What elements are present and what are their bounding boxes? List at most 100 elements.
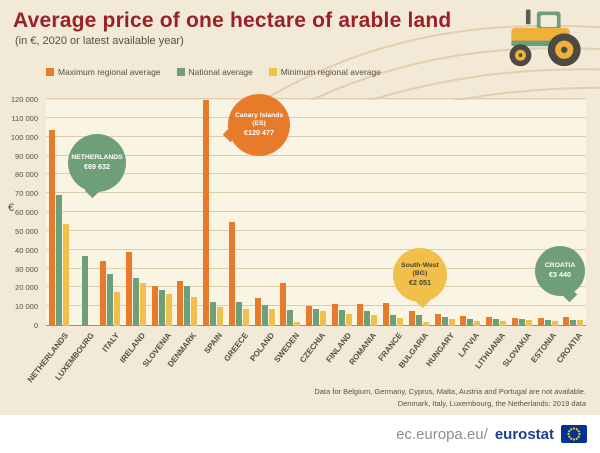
bar (114, 292, 121, 326)
chart-legend: Maximum regional average National average… (46, 67, 381, 77)
bar (408, 310, 415, 326)
bar (331, 304, 338, 326)
callout-bubble: NETHERLANDS €69 632 (68, 134, 126, 199)
bar-group (509, 100, 535, 326)
gridline (46, 267, 586, 269)
callout-value: €3 440 (549, 270, 571, 280)
bar (460, 316, 467, 326)
y-axis-ticks: 0 10 000 20 000 30 000 40 000 50 000 60 000 70 … (4, 95, 42, 330)
bar (371, 314, 378, 326)
bar-group (123, 100, 149, 326)
bar-group (406, 100, 432, 326)
callout-bubble: CROATIA €3 440 (535, 246, 585, 303)
bar (203, 100, 210, 326)
gridline (46, 248, 586, 250)
y-tick-label: 80 000 (15, 170, 38, 180)
legend-label: Minimum regional average (280, 67, 381, 77)
callout-label: Canary Islands (ES) (234, 112, 284, 128)
legend-item: Minimum regional average (268, 67, 381, 77)
legend-item: National average (176, 67, 253, 77)
bar (500, 320, 507, 326)
callout-label: South-West (BG) (401, 262, 439, 278)
callout-value: €2 051 (409, 278, 431, 288)
gridline (46, 116, 586, 118)
callout-bubble: Canary Islands (ES) €120 477 (222, 94, 290, 156)
legend-swatch (268, 68, 277, 76)
x-axis-label: NETHERLANDS (25, 331, 70, 385)
legend-item: Maximum regional average (46, 67, 161, 77)
gridline (46, 135, 586, 137)
bar-group (175, 100, 201, 326)
y-tick-label: 40 000 (15, 245, 38, 255)
bar (107, 274, 114, 326)
bar (217, 307, 224, 326)
bar (261, 305, 268, 326)
bar-chart: € 0 10 000 20 000 30 000 40 000 50 000 60 000 7… (8, 94, 586, 330)
bar-group (72, 100, 98, 326)
bar (158, 290, 165, 326)
callout-label: CROATIA (544, 262, 576, 270)
footnote-line: Data for Belgium, Germany, Cyprus, Malta… (314, 387, 586, 396)
bar (415, 314, 422, 326)
gridline (46, 173, 586, 175)
bar (191, 296, 198, 326)
bar-group (458, 100, 484, 326)
y-tick-label: 0 (33, 321, 38, 330)
x-axis-labels: NETHERLANDS LUXEMBOURG ITALY IRELAND SLOVENI… (26, 331, 586, 389)
callout-label: NETHERLANDS (71, 154, 123, 162)
y-tick-label: 60 000 (15, 208, 38, 217)
bar (151, 285, 158, 326)
y-tick-label: 30 000 (15, 264, 38, 274)
bar (383, 303, 390, 326)
bar (486, 317, 493, 326)
bar (228, 222, 235, 326)
bar (537, 318, 544, 326)
bar (390, 314, 397, 326)
footer-bar: ec.europa.eu/eurostat (0, 415, 600, 453)
bar (242, 309, 249, 326)
bar-group (252, 100, 278, 326)
bar (294, 322, 301, 326)
bar (577, 320, 584, 326)
bar (570, 319, 577, 326)
y-tick-label: 70 000 (15, 189, 38, 199)
bar (474, 320, 481, 326)
legend-swatch (176, 68, 185, 76)
bar-group (355, 100, 381, 326)
y-axis-title: € (8, 201, 15, 214)
bar-group (277, 100, 303, 326)
bar (254, 297, 261, 326)
bar (422, 322, 429, 326)
y-tick-label: 90 000 (15, 151, 38, 161)
bar (338, 309, 345, 326)
bar (320, 310, 327, 326)
bar (235, 301, 242, 326)
y-tick-label: 20 000 (15, 283, 38, 293)
y-tick-label: 100 000 (10, 132, 38, 142)
bar-group (560, 100, 586, 326)
gridline (46, 229, 586, 231)
bar (434, 313, 441, 326)
bar (448, 318, 455, 326)
bar-group (535, 100, 561, 326)
bar (467, 318, 474, 326)
bar (364, 310, 371, 326)
footnotes: Data for Belgium, Germany, Cyprus, Malta… (314, 386, 586, 409)
gridline (46, 211, 586, 212)
footnote-line: Denmark, Italy, Luxembourg, the Netherla… (397, 398, 586, 408)
bar (140, 282, 147, 326)
bar (525, 320, 532, 326)
bar-group (303, 100, 329, 326)
bar-group (432, 100, 458, 326)
bar (563, 317, 570, 326)
bar (210, 301, 217, 326)
legend-label: Maximum regional average (58, 67, 161, 77)
bar (126, 251, 133, 326)
bar (357, 304, 364, 326)
bar-group (329, 100, 355, 326)
bar (280, 282, 287, 326)
gridline (46, 305, 586, 307)
legend-swatch (46, 68, 54, 76)
gridline (46, 192, 586, 194)
bar-group (46, 100, 72, 326)
